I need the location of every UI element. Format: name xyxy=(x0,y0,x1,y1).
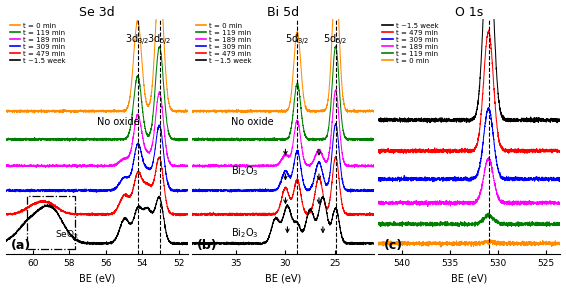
Text: (c): (c) xyxy=(384,239,403,252)
Legend: t = 0 min, t = 119 min, t = 189 min, t = 309 min, t = 479 min, t ~1.5 week: t = 0 min, t = 119 min, t = 189 min, t =… xyxy=(9,22,66,65)
Legend: t ~1.5 week, t = 479 min, t = 309 min, t = 189 min, t = 119 min, t = 0 min: t ~1.5 week, t = 479 min, t = 309 min, t… xyxy=(381,22,439,65)
Title: O 1s: O 1s xyxy=(455,5,483,18)
Text: SeO$_2$: SeO$_2$ xyxy=(55,228,79,241)
Text: Bi$_2$O$_3$: Bi$_2$O$_3$ xyxy=(231,164,259,178)
Text: (a): (a) xyxy=(11,239,31,252)
Bar xyxy=(27,196,75,249)
X-axis label: BE (eV): BE (eV) xyxy=(79,273,115,284)
Text: 5d$_{5/2}$: 5d$_{5/2}$ xyxy=(324,33,348,48)
Text: 3d$_{5/2}$: 3d$_{5/2}$ xyxy=(147,33,171,48)
X-axis label: BE (eV): BE (eV) xyxy=(265,273,301,284)
Title: Bi 5d: Bi 5d xyxy=(267,5,299,18)
Legend: t = 0 min, t = 119 min, t = 189 min, t = 309 min, t = 479 min, t ~1.5 week: t = 0 min, t = 119 min, t = 189 min, t =… xyxy=(195,22,252,65)
Text: 3d$_{3/2}$: 3d$_{3/2}$ xyxy=(126,33,150,48)
Text: 5d$_{3/2}$: 5d$_{3/2}$ xyxy=(285,33,310,48)
X-axis label: BE (eV): BE (eV) xyxy=(451,273,487,284)
Text: (b): (b) xyxy=(198,239,218,252)
Title: Se 3d: Se 3d xyxy=(79,5,114,18)
Text: Bi$_2$O$_3$: Bi$_2$O$_3$ xyxy=(231,226,259,240)
Text: No oxide: No oxide xyxy=(231,117,274,127)
Text: No oxide: No oxide xyxy=(97,117,139,127)
